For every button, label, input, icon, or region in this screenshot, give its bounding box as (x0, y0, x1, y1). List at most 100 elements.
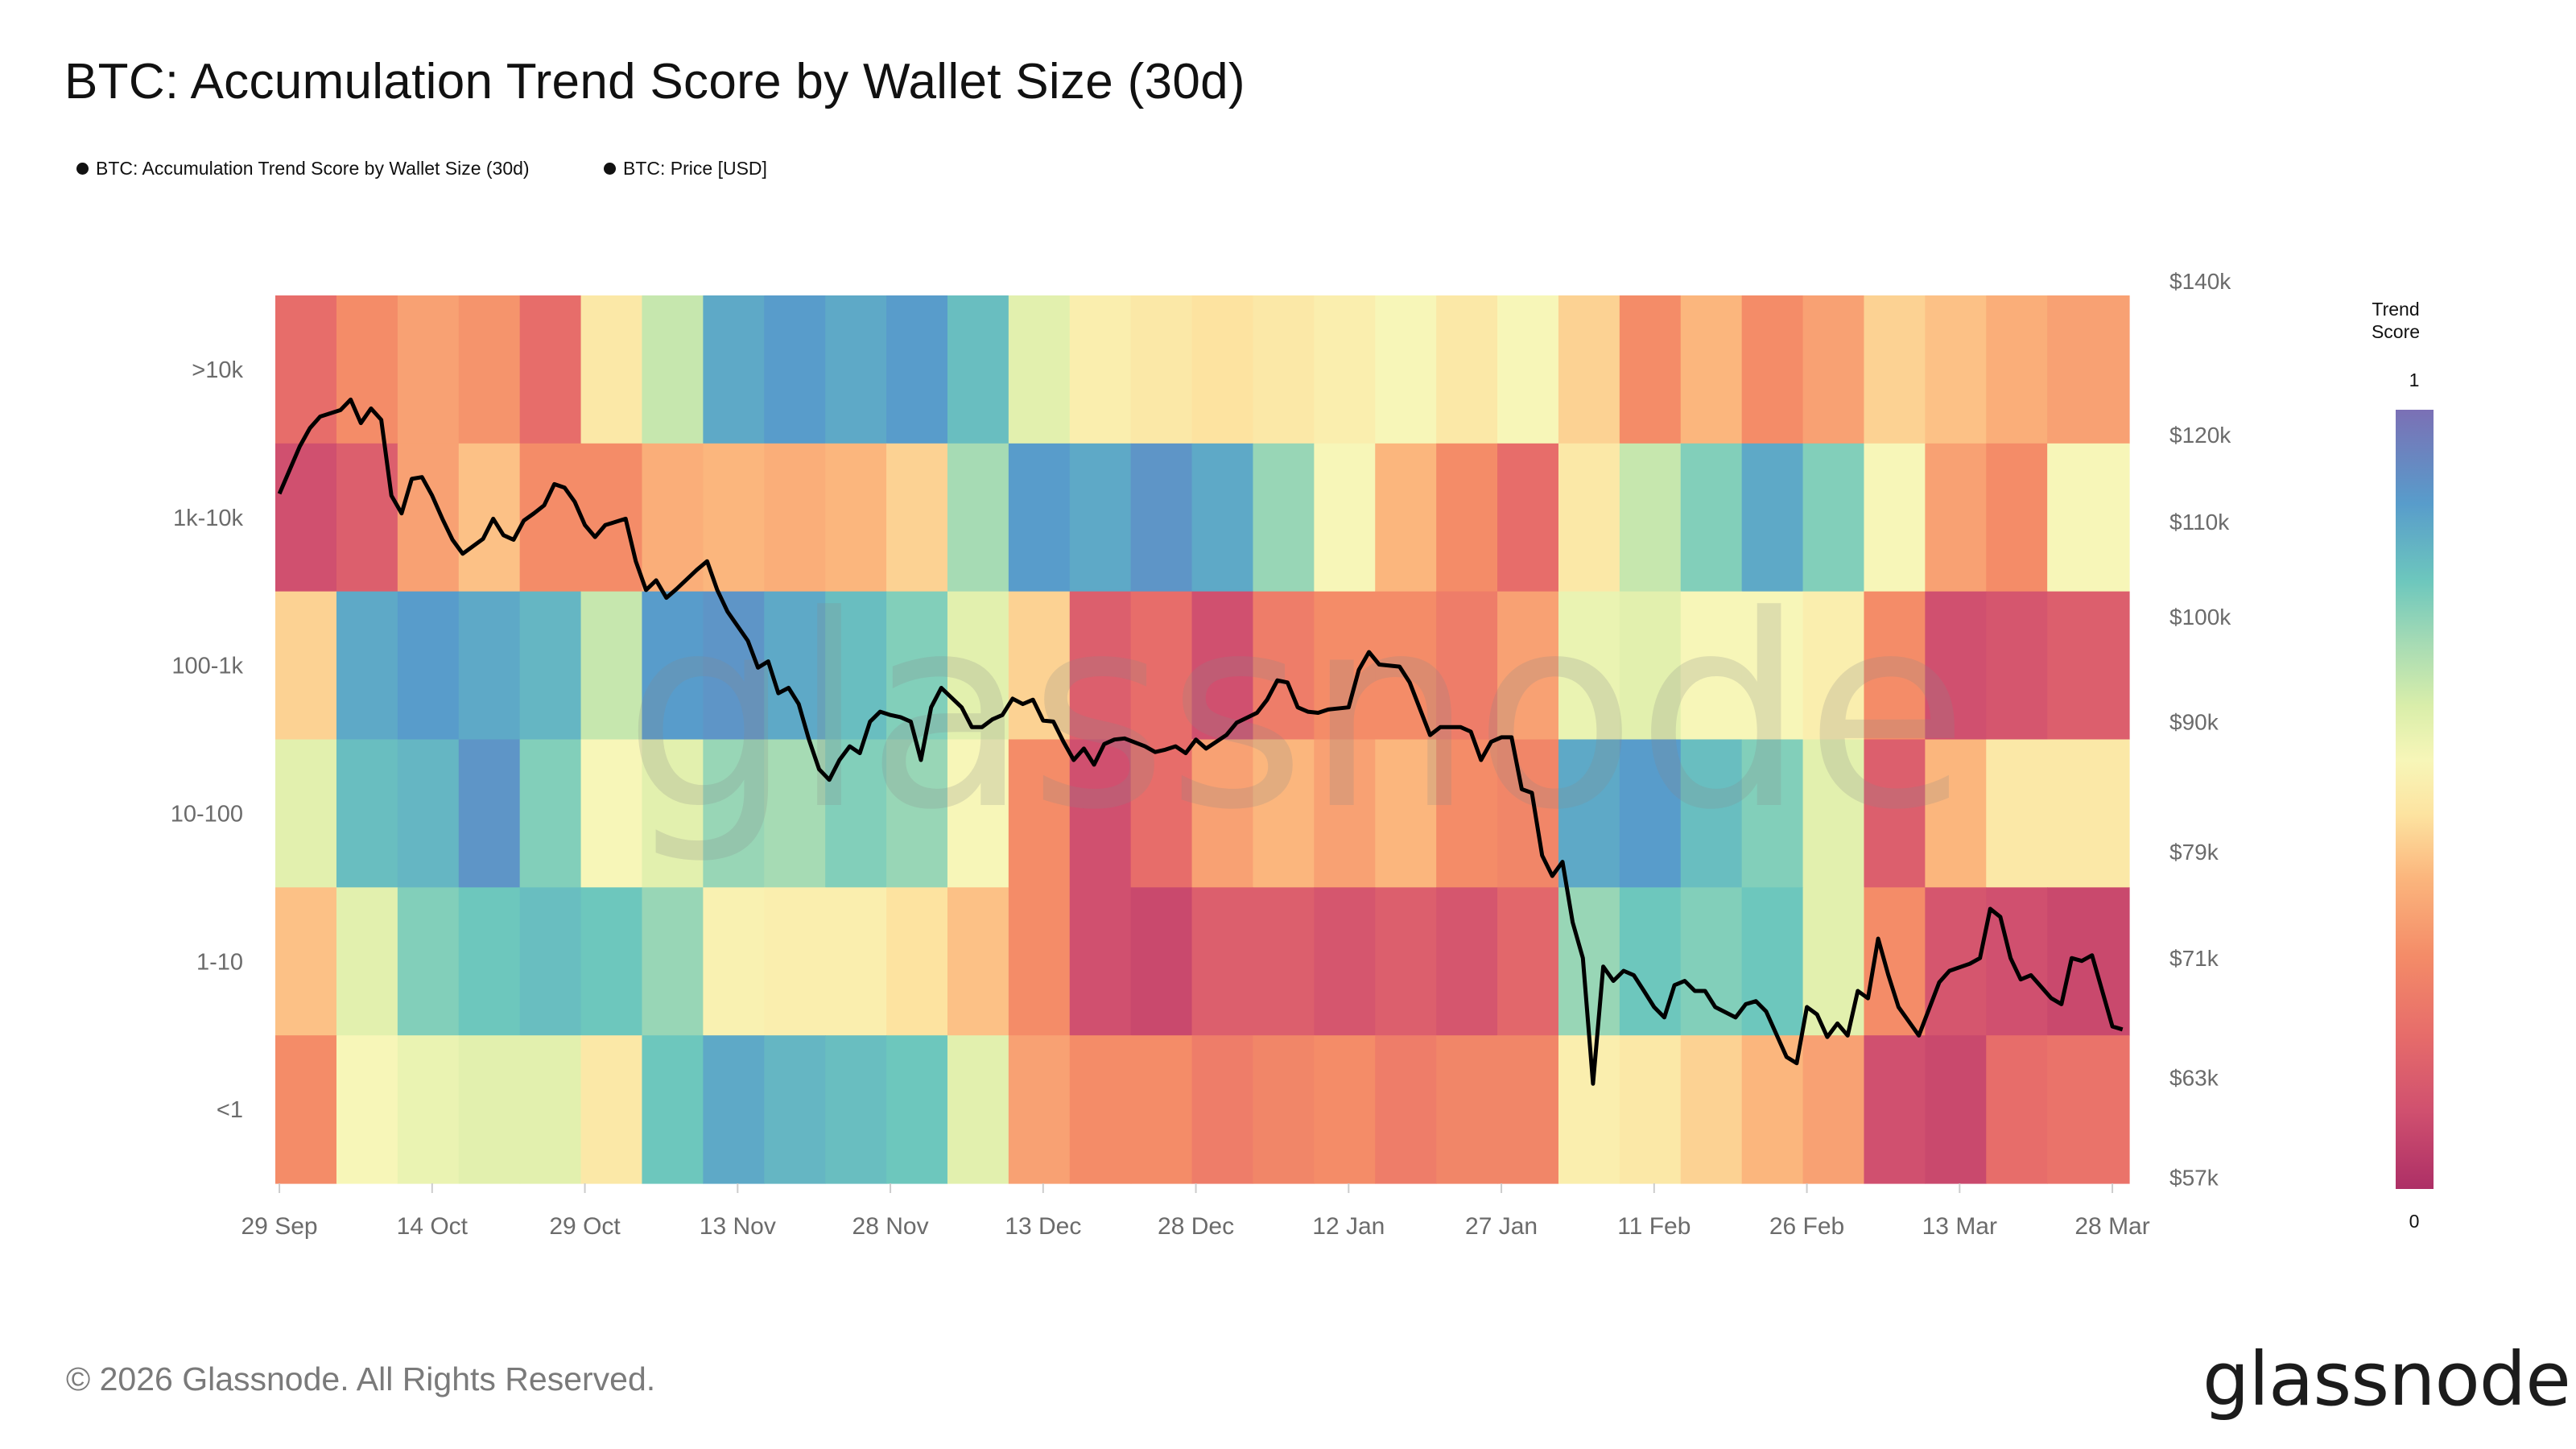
heat-cell (1436, 739, 1498, 888)
heat-cell (642, 1035, 704, 1184)
heat-cell (1253, 295, 1315, 444)
heat-cell (1802, 443, 1865, 592)
legend-item-trend-score[interactable]: BTC: Accumulation Trend Score by Wallet … (76, 158, 530, 180)
heat-cell (1925, 591, 1987, 741)
heat-cell (1619, 443, 1682, 592)
x-tick-label: 13 Dec (1005, 1213, 1081, 1240)
heat-cell (1314, 295, 1376, 444)
colorbar-max-label: 1 (2409, 369, 2420, 390)
heat-cell (336, 887, 398, 1036)
heat-cell (2047, 591, 2130, 741)
heat-cell (458, 739, 521, 888)
heat-cell (1497, 591, 1559, 741)
heat-cell (1741, 887, 1804, 1036)
heat-cell (1558, 887, 1620, 1036)
heat-cell (825, 443, 887, 592)
heat-cell (1986, 739, 2048, 888)
heat-cell (1069, 1035, 1132, 1184)
heat-cell (1436, 443, 1498, 592)
x-tick-label: 13 Nov (700, 1213, 776, 1240)
heat-cell (458, 591, 521, 741)
heat-cell (1375, 443, 1437, 592)
heat-cell (397, 887, 460, 1036)
heat-cell (1925, 1035, 1987, 1184)
heat-cell (1008, 295, 1071, 444)
heat-cell (1619, 739, 1682, 888)
heat-cell (1558, 739, 1620, 888)
heat-cell (1191, 887, 1254, 1036)
heat-cell (1497, 1035, 1559, 1184)
heat-cell (1191, 443, 1254, 592)
heat-cell (2047, 295, 2130, 444)
heat-cell (1008, 443, 1071, 592)
heat-cell (580, 739, 643, 888)
heat-cell (458, 295, 521, 444)
heat-cell (1069, 591, 1132, 741)
y-axis-left: >10k 1k-10k 100-1k 10-100 1-10 <1 (171, 357, 244, 1123)
heat-cell (2047, 739, 2130, 888)
heat-cell (397, 1035, 460, 1184)
price-tick-label: $79k (2169, 840, 2219, 865)
heat-cell (580, 295, 643, 444)
heat-cell (1191, 739, 1254, 888)
heat-cell (825, 1035, 887, 1184)
heat-cell (1253, 1035, 1315, 1184)
colorbar-min-label: 0 (2409, 1211, 2420, 1232)
x-tick-label: 29 Sep (242, 1213, 318, 1240)
x-tick-label: 29 Oct (549, 1213, 621, 1240)
x-tick-label: 28 Nov (852, 1213, 929, 1240)
heat-cell (1314, 739, 1376, 888)
heat-cell (275, 591, 337, 741)
heat-cell (275, 887, 337, 1036)
heat-cell (1802, 887, 1865, 1036)
heat-cell (947, 443, 1009, 592)
heat-cell (825, 887, 887, 1036)
heat-cell (1864, 295, 1926, 444)
heat-cell (886, 443, 948, 592)
heat-cell (1986, 887, 2048, 1036)
heat-cell (886, 1035, 948, 1184)
heat-cell (580, 443, 643, 592)
price-line (277, 397, 2124, 1086)
heat-cell (1558, 591, 1620, 741)
heat-cell (1802, 739, 1865, 888)
price-tick-label: $120k (2169, 423, 2231, 448)
heat-cell (275, 739, 337, 888)
heat-cell (1741, 1035, 1804, 1184)
heat-cell (1253, 887, 1315, 1036)
heat-cell (1680, 295, 1743, 444)
heat-cell (1619, 1035, 1682, 1184)
row-label: 1k-10k (173, 506, 244, 531)
heat-cell (1008, 887, 1071, 1036)
price-tick-label: $110k (2169, 510, 2230, 535)
heat-cell (519, 591, 582, 741)
x-tick-label: 14 Oct (397, 1213, 469, 1240)
x-tick-label: 13 Mar (1922, 1213, 1997, 1240)
heat-cell (1130, 443, 1193, 592)
colorbar-title-line2: Score (2372, 321, 2420, 342)
heat-cell (1314, 1035, 1376, 1184)
heat-cell (1497, 443, 1559, 592)
heat-cell (1314, 443, 1376, 592)
heat-cell (458, 887, 521, 1036)
heat-cell (1680, 887, 1743, 1036)
heat-cell (580, 887, 643, 1036)
legend-item-price[interactable]: BTC: Price [USD] (604, 158, 767, 180)
chart-title: BTC: Accumulation Trend Score by Wallet … (64, 54, 1245, 109)
heat-cell (1069, 443, 1132, 592)
heat-cell (1558, 443, 1620, 592)
heat-cell (1925, 739, 1987, 888)
heat-cell (1253, 443, 1315, 592)
heat-cell (336, 739, 398, 888)
heat-cell (580, 591, 643, 741)
heat-cell (1375, 739, 1437, 888)
heat-cell (1741, 739, 1804, 888)
heat-cell (519, 739, 582, 888)
heat-cell (1802, 295, 1865, 444)
heat-cell (642, 591, 704, 741)
heat-cell (1741, 591, 1804, 741)
price-tick-label: $57k (2169, 1165, 2219, 1190)
heat-cell (1375, 887, 1437, 1036)
heat-cell (886, 295, 948, 444)
